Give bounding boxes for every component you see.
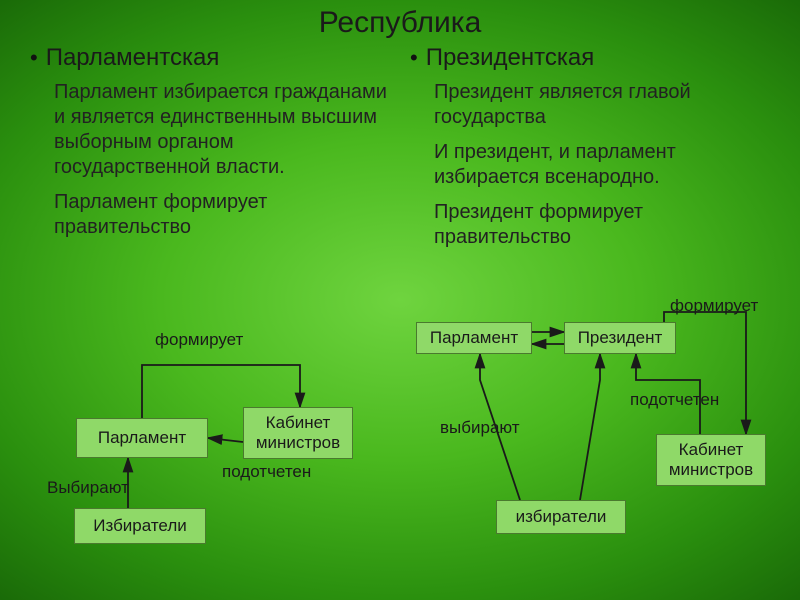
diagram-area: Парламент Кабинет министров Избиратели ф… bbox=[0, 310, 800, 600]
left-para-2: Парламент формирует правительство bbox=[30, 190, 390, 240]
node-r-parliament: Парламент bbox=[416, 322, 532, 354]
right-heading: Президентская bbox=[426, 44, 595, 72]
node-r-president: Президент bbox=[564, 322, 676, 354]
right-para-2: И президент, и парламент избирается всен… bbox=[410, 140, 770, 190]
label-l-elect: Выбирают bbox=[47, 478, 129, 498]
label-r-elect: выбирают bbox=[440, 418, 520, 438]
right-para-1: Президент является главой государства bbox=[410, 80, 770, 130]
left-para-1: Парламент избирается гражданами и являет… bbox=[30, 80, 390, 180]
label-r-accountable: подотчетен bbox=[630, 390, 719, 410]
node-l-voters: Избиратели bbox=[74, 508, 206, 544]
node-l-parliament: Парламент bbox=[76, 418, 208, 458]
left-heading: Парламентская bbox=[46, 44, 220, 72]
right-para-3: Президент формирует правительство bbox=[410, 200, 770, 250]
node-l-cabinet: Кабинет министров bbox=[243, 407, 353, 459]
bullet-icon: • bbox=[410, 44, 418, 72]
columns: • Парламентская Парламент избирается гра… bbox=[0, 40, 800, 260]
node-r-cabinet: Кабинет министров bbox=[656, 434, 766, 486]
left-column: • Парламентская Парламент избирается гра… bbox=[20, 44, 400, 260]
label-l-accountable: подотчетен bbox=[222, 462, 311, 482]
page-title: Республика bbox=[0, 0, 800, 40]
node-r-voters: избиратели bbox=[496, 500, 626, 534]
bullet-icon: • bbox=[30, 44, 38, 72]
label-r-forms: формирует bbox=[670, 296, 758, 316]
label-l-forms: формирует bbox=[155, 330, 243, 350]
right-column: • Президентская Президент является главо… bbox=[400, 44, 780, 260]
